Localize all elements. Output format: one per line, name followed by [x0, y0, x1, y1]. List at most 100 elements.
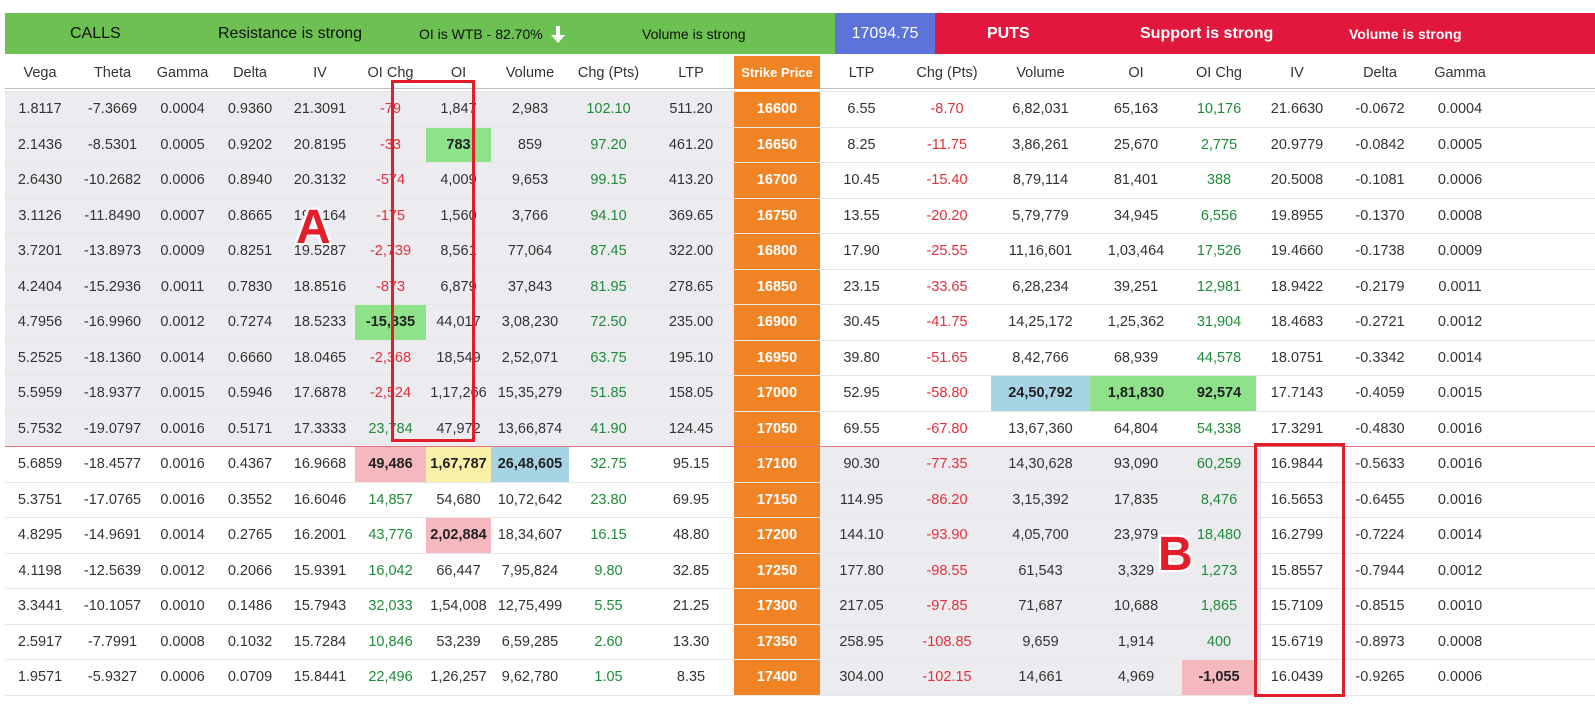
- put-iv-cell: 20.9779: [1270, 136, 1324, 153]
- put-oi-chg-cell: 1,273: [1200, 562, 1238, 579]
- put-ltp-cell: 23.15: [843, 278, 880, 295]
- call-chg-pts-cell: 2.60: [594, 633, 623, 650]
- call-chg-pts-cell: 99.15: [590, 172, 627, 189]
- call-gamma-cell: 0.0014: [160, 527, 205, 544]
- put-chg-pts-cell: -58.80: [926, 385, 968, 402]
- put-volume-cell: 24,50,792: [991, 376, 1090, 411]
- put-oi-cell: 17,835: [1113, 491, 1159, 508]
- put-gamma-cell: 0.0014: [1437, 527, 1483, 544]
- put-ltp-cell: 13.55: [843, 207, 880, 224]
- put-volume-cell: 6,82,031: [1012, 101, 1069, 118]
- call-delta-header[interactable]: Delta: [233, 64, 267, 81]
- put-oi-chg-cell: 92,574: [1182, 376, 1256, 411]
- put-volume-cell: 3,15,392: [1012, 491, 1069, 508]
- call-ltp-cell: 461.20: [668, 136, 714, 153]
- call-vega-cell: 3.1126: [18, 207, 62, 224]
- call-chg-pts-cell: 94.10: [590, 207, 627, 224]
- strike-price-header[interactable]: Strike Price: [734, 56, 820, 89]
- call-ltp-header[interactable]: LTP: [678, 64, 704, 81]
- calls-oi-status: OI is WTB - 82.70%: [419, 25, 565, 43]
- call-iv-cell: 19.5287: [293, 243, 347, 260]
- put-gamma-header[interactable]: Gamma: [1434, 64, 1486, 81]
- call-chg-pts-cell: 16.15: [590, 527, 627, 544]
- put-volume-cell: 71,687: [1018, 598, 1063, 615]
- put-chg-pts-cell: -102.15: [922, 669, 972, 686]
- call-vega-header[interactable]: Vega: [23, 64, 57, 81]
- put-iv-cell: 15.7109: [1270, 598, 1324, 615]
- put-chg-pts-cell: -8.70: [930, 101, 964, 118]
- put-oi-chg-header[interactable]: OI Chg: [1196, 64, 1242, 81]
- put-delta-header[interactable]: Delta: [1363, 64, 1397, 81]
- put-ltp-cell: 10.45: [843, 172, 880, 189]
- call-oi-chg-header[interactable]: OI Chg: [367, 64, 414, 81]
- put-iv-cell: 18.0751: [1270, 349, 1324, 366]
- call-vega-cell: 2.5917: [17, 633, 63, 650]
- call-iv-cell: 21.3091: [293, 101, 347, 118]
- put-delta-cell: -0.6455: [1355, 491, 1405, 508]
- put-iv-cell: 16.9844: [1270, 456, 1324, 473]
- puts-support-status: Support is strong: [1140, 24, 1274, 42]
- put-volume-header[interactable]: Volume: [1016, 64, 1065, 81]
- call-theta-header[interactable]: Theta: [93, 64, 132, 81]
- call-gamma-header[interactable]: Gamma: [156, 64, 209, 81]
- call-volume-cell: 2,52,071: [501, 349, 559, 366]
- call-volume-cell: 9,62,780: [501, 669, 559, 686]
- put-oi-header[interactable]: OI: [1128, 64, 1144, 81]
- put-delta-cell: -0.3342: [1355, 349, 1405, 366]
- put-oi-chg-cell: 10,176: [1196, 101, 1242, 118]
- put-chg-pts-header[interactable]: Chg (Pts): [916, 64, 978, 81]
- put-delta-cell: -0.1081: [1355, 172, 1405, 189]
- strike-price-cell: 17200: [734, 518, 820, 553]
- call-delta-cell: 0.4367: [227, 456, 273, 473]
- put-chg-pts-cell: -51.65: [926, 349, 968, 366]
- call-oi-cell: 1,26,257: [430, 669, 487, 686]
- call-delta-cell: 0.2765: [227, 527, 273, 544]
- call-iv-header[interactable]: IV: [313, 64, 327, 81]
- put-oi-cell: 4,969: [1117, 669, 1155, 686]
- call-chg-pts-cell: 5.55: [594, 598, 623, 615]
- put-oi-cell: 39,251: [1113, 278, 1159, 295]
- highlight-box-b: [1254, 443, 1345, 697]
- call-chg-pts-cell: 72.50: [590, 314, 627, 331]
- call-ltp-cell: 195.10: [668, 349, 714, 366]
- put-gamma-cell: 0.0014: [1437, 349, 1483, 366]
- row-divider: [5, 552, 1595, 554]
- put-iv-cell: 19.4660: [1270, 243, 1324, 260]
- row-divider: [5, 588, 1595, 589]
- put-ltp-header[interactable]: LTP: [848, 64, 875, 81]
- put-volume-cell: 14,30,628: [1008, 456, 1073, 473]
- calls-header-bar: CALLS Resistance is strong OI is WTB - 8…: [5, 13, 835, 54]
- call-volume-header[interactable]: Volume: [505, 64, 555, 81]
- puts-volume-status: Volume is strong: [1349, 25, 1462, 42]
- put-oi-chg-cell: 400: [1206, 633, 1232, 650]
- put-oi-cell: 1,81,830: [1090, 376, 1182, 411]
- call-ltp-cell: 69.95: [672, 491, 710, 508]
- put-delta-cell: -0.2179: [1355, 278, 1405, 295]
- call-iv-cell: 16.2001: [293, 527, 347, 544]
- put-oi-chg-cell: 1,865: [1200, 598, 1238, 615]
- put-oi-chg-cell: 54,338: [1196, 420, 1242, 437]
- call-iv-cell: 15.7943: [293, 598, 347, 615]
- put-iv-header[interactable]: IV: [1290, 64, 1304, 81]
- call-chg-pts-header[interactable]: Chg (Pts): [577, 64, 640, 81]
- call-gamma-cell: 0.0016: [160, 491, 205, 508]
- call-oi-header[interactable]: OI: [450, 64, 467, 81]
- call-delta-cell: 0.2066: [227, 562, 273, 579]
- strike-price-cell: 17400: [734, 660, 820, 695]
- call-volume-cell: 15,35,279: [497, 385, 563, 402]
- put-iv-cell: 16.2799: [1270, 527, 1324, 544]
- call-ltp-cell: 48.80: [672, 527, 710, 544]
- put-chg-pts-cell: -108.85: [922, 633, 972, 650]
- call-gamma-cell: 0.0005: [160, 136, 205, 153]
- call-delta-cell: 0.0709: [227, 669, 273, 686]
- call-oi-cell: 4,009: [440, 172, 477, 189]
- put-ltp-cell: 17.90: [843, 243, 880, 260]
- put-oi-cell: 81,401: [1113, 172, 1159, 189]
- put-iv-cell: 18.9422: [1270, 278, 1324, 295]
- put-oi-cell: 65,163: [1113, 101, 1159, 118]
- put-gamma-cell: 0.0016: [1437, 420, 1483, 437]
- put-delta-cell: -0.1370: [1355, 207, 1405, 224]
- put-gamma-cell: 0.0012: [1437, 314, 1483, 331]
- call-chg-pts-cell: 1.05: [594, 669, 623, 686]
- put-ltp-cell: 304.00: [839, 669, 884, 686]
